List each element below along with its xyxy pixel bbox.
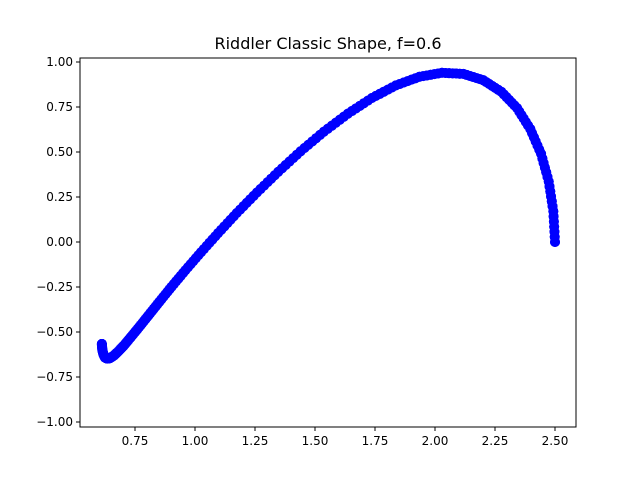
data-point <box>550 237 560 247</box>
x-tick-label: 2.25 <box>482 434 509 448</box>
x-tick-label: 1.75 <box>362 434 389 448</box>
x-tick-label: 2.00 <box>422 434 449 448</box>
y-tick-label: −0.50 <box>36 325 73 339</box>
y-tick-label: 0.00 <box>46 235 73 249</box>
y-tick-label: 0.75 <box>46 100 73 114</box>
y-axis-ticks: −1.00 −0.75 −0.50 −0.25 0.00 0.25 0.50 0.75 1.00 <box>36 55 80 429</box>
x-tick-label: 1.50 <box>302 434 329 448</box>
x-tick-label: 2.50 <box>542 434 569 448</box>
x-tick-label: 1.25 <box>242 434 269 448</box>
x-tick-label: 1.00 <box>182 434 209 448</box>
y-tick-label: −0.75 <box>36 370 73 384</box>
chart-title: Riddler Classic Shape, f=0.6 <box>214 34 441 53</box>
y-tick-label: 0.50 <box>46 145 73 159</box>
y-tick-label: 0.25 <box>46 190 73 204</box>
y-tick-label: −1.00 <box>36 415 73 429</box>
x-axis-ticks: 0.75 1.00 1.25 1.50 1.75 2.00 2.25 2.50 <box>122 427 569 448</box>
y-tick-label: 1.00 <box>46 55 73 69</box>
y-tick-label: −0.25 <box>36 280 73 294</box>
plot-frame <box>79 57 577 428</box>
data-points <box>96 67 560 364</box>
x-tick-label: 0.75 <box>122 434 149 448</box>
